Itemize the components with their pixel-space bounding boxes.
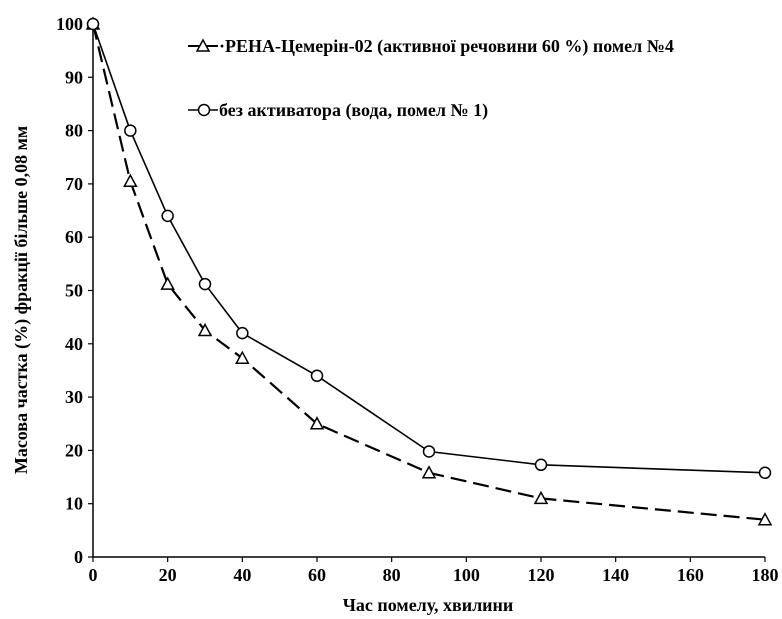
x-tick-label: 180 — [752, 565, 779, 585]
data-point-circle — [310, 369, 324, 383]
y-tick-label: 70 — [65, 174, 83, 194]
plot-area: 0 10 20 30 40 50 60 70 80 90 100 0 20 40 60 80 100 120 14… — [56, 14, 779, 585]
y-tick-label: 80 — [65, 121, 83, 141]
x-axis-title: Час помелу, хвилини — [343, 595, 514, 615]
x-tick-label: 140 — [602, 565, 629, 585]
series-layer — [85, 16, 773, 526]
data-point-triangle — [533, 490, 549, 505]
data-point-circle — [86, 17, 100, 31]
y-tick-label: 10 — [65, 494, 83, 514]
data-point-circle — [758, 466, 772, 480]
y-tick-label: 20 — [65, 440, 83, 460]
y-axis-title: Масова частка (%) фракції більше 0,08 мм — [11, 126, 32, 474]
y-tick-label: 100 — [56, 14, 83, 34]
data-point-circle — [161, 209, 174, 223]
legend-label-rena: ·РЕНА-Цемерін-02 (активної речовини 60 %… — [219, 36, 674, 57]
series-circle — [86, 17, 772, 480]
circle-marker-icon — [197, 103, 211, 117]
x-tick-label: 80 — [383, 565, 401, 585]
y-tick-label: 30 — [65, 387, 83, 407]
data-point-triangle — [421, 465, 437, 479]
legend-item-rena: ·РЕНА-Цемерін-02 (активної речовини 60 %… — [188, 36, 674, 57]
data-point-circle — [198, 277, 212, 291]
x-tick-label: 20 — [159, 565, 177, 585]
y-tick-label: 0 — [74, 547, 83, 567]
y-tick-label: 50 — [65, 281, 83, 301]
series-triangle — [85, 16, 773, 526]
x-tick-label: 60 — [308, 565, 326, 585]
data-point-triangle — [757, 512, 773, 526]
data-point-circle — [124, 124, 137, 137]
y-tick-label: 90 — [65, 67, 83, 87]
x-tick-label: 40 — [233, 565, 251, 585]
y-tick-label: 60 — [65, 227, 83, 247]
legend-label-no-activator: без активатора (вода, помел № 1) — [219, 100, 488, 121]
data-point-triangle — [197, 322, 213, 337]
y-axis-ticks: 0 10 20 30 40 50 60 70 80 90 100 — [56, 14, 93, 567]
x-tick-label: 0 — [89, 565, 98, 585]
data-point-triangle — [235, 350, 250, 364]
triangle-marker-icon — [195, 38, 211, 52]
data-point-circle — [534, 458, 548, 472]
y-tick-label: 40 — [65, 334, 83, 354]
data-point-triangle — [123, 173, 138, 187]
data-point-circle — [236, 326, 249, 340]
series-line-circle — [92, 23, 766, 474]
x-axis-ticks: 0 20 40 60 80 100 120 140 160 180 — [89, 557, 779, 585]
legend: ·РЕНА-Цемерін-02 (активної речовини 60 %… — [188, 36, 674, 121]
x-tick-label: 100 — [453, 565, 480, 585]
data-point-triangle — [160, 276, 175, 290]
data-point-triangle — [309, 416, 325, 430]
legend-item-no-activator: без активатора (вода, помел № 1) — [188, 100, 488, 121]
x-tick-label: 120 — [528, 565, 555, 585]
x-tick-label: 160 — [677, 565, 704, 585]
data-point-circle — [422, 445, 436, 458]
